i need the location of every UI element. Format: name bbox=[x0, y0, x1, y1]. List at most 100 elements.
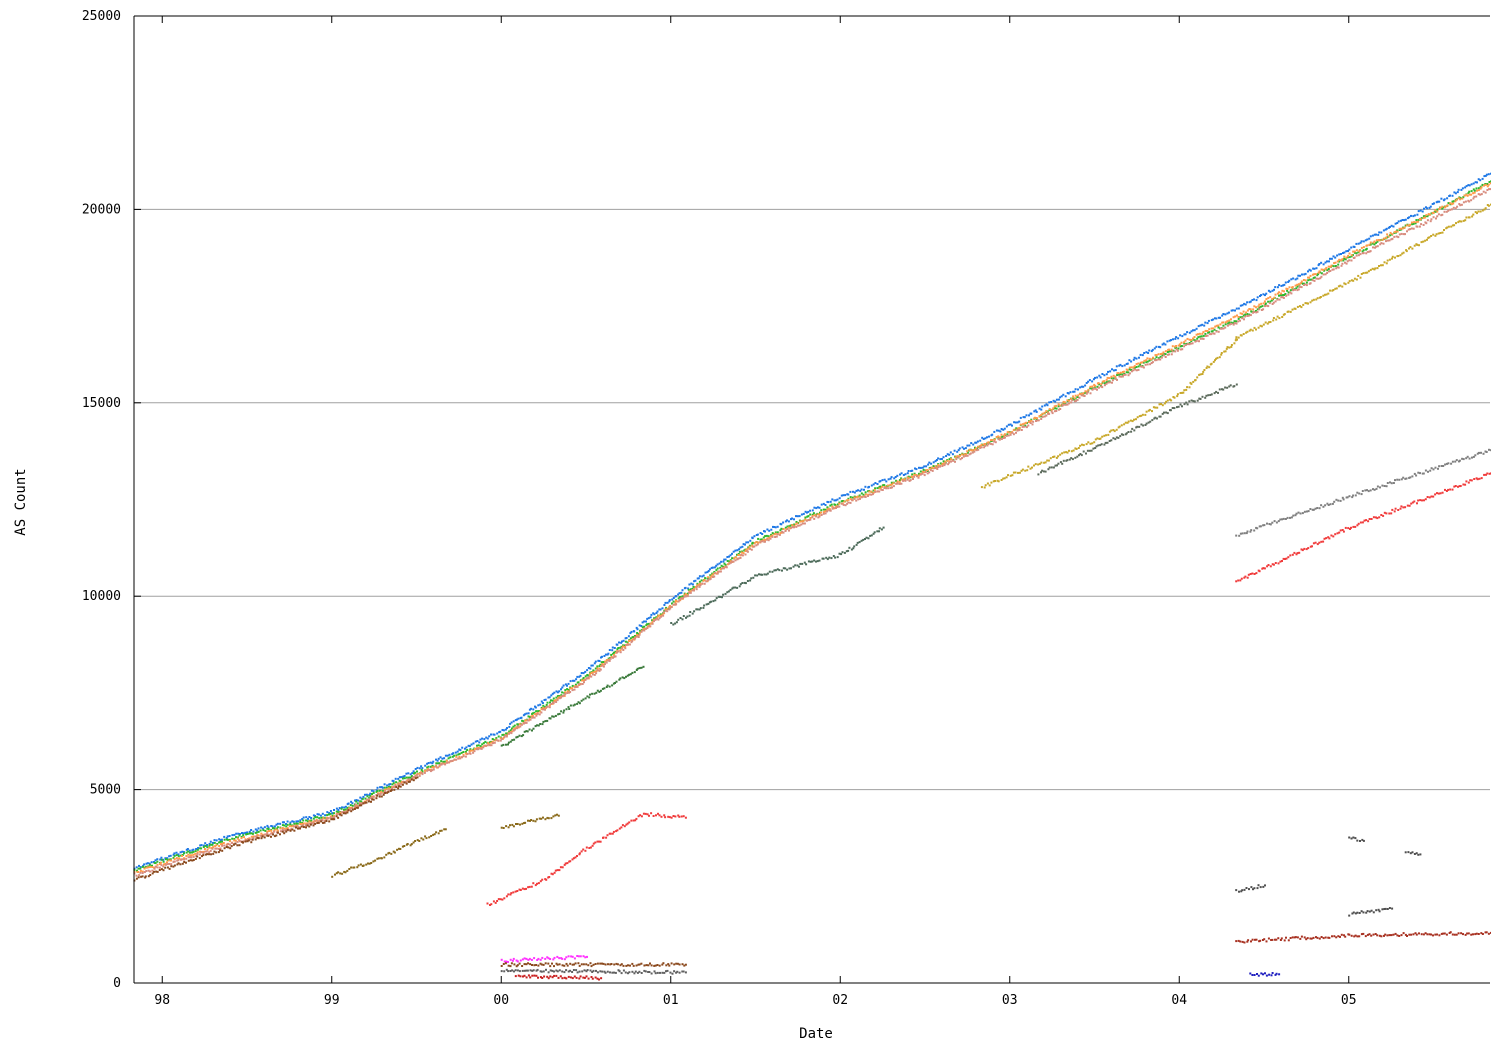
data-point bbox=[833, 499, 836, 502]
data-point bbox=[1221, 327, 1224, 330]
data-point bbox=[944, 460, 947, 463]
data-point bbox=[617, 647, 620, 649]
data-point bbox=[1439, 206, 1442, 209]
data-point bbox=[452, 752, 455, 755]
data-point bbox=[742, 543, 745, 546]
data-point bbox=[1488, 448, 1490, 451]
data-point bbox=[166, 866, 169, 869]
data-point bbox=[1268, 302, 1271, 305]
data-point bbox=[1471, 215, 1474, 218]
data-point bbox=[601, 663, 604, 666]
data-point bbox=[381, 786, 384, 789]
data-point bbox=[1316, 543, 1319, 546]
data-point bbox=[1127, 420, 1130, 423]
data-point bbox=[1299, 937, 1302, 940]
data-point bbox=[541, 702, 544, 704]
data-point bbox=[507, 961, 509, 963]
data-point bbox=[1196, 376, 1199, 379]
data-point bbox=[551, 962, 553, 965]
data-point bbox=[1082, 392, 1085, 395]
data-point bbox=[1378, 934, 1381, 937]
data-point bbox=[818, 515, 821, 518]
data-point bbox=[1336, 254, 1339, 257]
data-point bbox=[1430, 235, 1433, 237]
data-point bbox=[528, 957, 531, 960]
data-point bbox=[811, 509, 814, 512]
data-point bbox=[567, 970, 570, 973]
data-point bbox=[609, 657, 612, 660]
data-point bbox=[719, 566, 722, 569]
data-point bbox=[1195, 339, 1198, 342]
data-point bbox=[822, 502, 825, 505]
data-point bbox=[1386, 934, 1389, 937]
series bbox=[1348, 907, 1394, 917]
data-point bbox=[426, 769, 429, 772]
data-point bbox=[734, 556, 737, 559]
data-point bbox=[1440, 465, 1443, 467]
data-point bbox=[596, 971, 599, 974]
data-point bbox=[1391, 233, 1394, 236]
data-point bbox=[852, 547, 855, 550]
data-point bbox=[755, 534, 758, 536]
data-point bbox=[283, 824, 286, 827]
data-point bbox=[601, 655, 603, 658]
data-point bbox=[683, 595, 686, 598]
data-point bbox=[1444, 206, 1446, 209]
data-point bbox=[1071, 399, 1074, 402]
data-point bbox=[296, 825, 299, 827]
data-point bbox=[1076, 398, 1079, 401]
data-point bbox=[1435, 233, 1438, 236]
data-point bbox=[624, 647, 627, 650]
data-point bbox=[992, 480, 995, 483]
data-point bbox=[225, 846, 228, 848]
data-point bbox=[1274, 562, 1277, 564]
data-point bbox=[1213, 328, 1216, 331]
data-point bbox=[1303, 936, 1306, 939]
data-point bbox=[604, 963, 607, 966]
data-point bbox=[563, 709, 566, 712]
data-point bbox=[1348, 914, 1351, 917]
data-point bbox=[1240, 890, 1243, 893]
data-point bbox=[1390, 224, 1393, 227]
data-point bbox=[1436, 208, 1439, 211]
data-point bbox=[629, 639, 632, 642]
data-point bbox=[1089, 392, 1092, 395]
data-point bbox=[559, 866, 562, 869]
data-point bbox=[523, 713, 526, 716]
data-point bbox=[1100, 383, 1103, 385]
data-point bbox=[1434, 466, 1437, 469]
data-point bbox=[1166, 340, 1169, 343]
data-point bbox=[1420, 933, 1423, 936]
data-point bbox=[492, 742, 494, 745]
data-point bbox=[1306, 937, 1309, 940]
data-point bbox=[818, 506, 821, 509]
data-point bbox=[208, 851, 211, 854]
data-point bbox=[354, 806, 356, 809]
data-point bbox=[386, 784, 389, 787]
data-point bbox=[545, 968, 547, 971]
data-point bbox=[1085, 443, 1088, 446]
data-point bbox=[964, 454, 967, 457]
data-point bbox=[316, 820, 319, 823]
data-point bbox=[1073, 400, 1076, 403]
data-point bbox=[460, 751, 463, 754]
data-point bbox=[1420, 217, 1423, 220]
data-point bbox=[1467, 192, 1470, 195]
data-point bbox=[1266, 522, 1268, 525]
data-point bbox=[470, 743, 473, 746]
data-point bbox=[1396, 229, 1399, 232]
data-point bbox=[663, 604, 666, 606]
data-point bbox=[1052, 456, 1055, 458]
data-point bbox=[343, 870, 346, 873]
data-point bbox=[1309, 269, 1312, 272]
data-point bbox=[1138, 425, 1141, 428]
data-point bbox=[282, 829, 285, 832]
data-point bbox=[507, 743, 509, 746]
data-point bbox=[998, 438, 1001, 441]
data-point bbox=[1318, 270, 1321, 273]
data-point bbox=[1419, 472, 1421, 475]
data-point bbox=[439, 756, 442, 759]
data-point bbox=[1485, 173, 1488, 176]
data-point bbox=[1381, 264, 1384, 267]
data-point bbox=[139, 871, 142, 874]
